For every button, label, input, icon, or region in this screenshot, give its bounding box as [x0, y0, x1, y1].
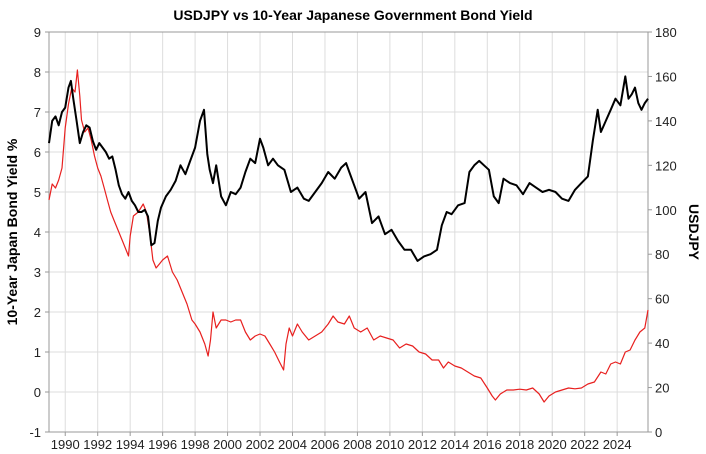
series-layer	[48, 69, 649, 403]
x-tick-label: 2008	[343, 437, 372, 452]
series-line-jgb-yield	[48, 69, 649, 403]
x-tick-label: 2014	[440, 437, 469, 452]
x-tick-label: 1990	[51, 437, 80, 452]
y-left-tick-label: -1	[29, 425, 41, 440]
x-tick-label: 2022	[570, 437, 599, 452]
x-tick-label: 2004	[278, 437, 307, 452]
x-tick-label: 2010	[375, 437, 404, 452]
x-tick-label: 2002	[246, 437, 275, 452]
series-line-usdjpy	[48, 75, 649, 262]
x-tick-label: 2006	[311, 437, 340, 452]
y-left-tick-label: 5	[34, 185, 41, 200]
y-axis-right: 0 20 40 60 80 100 120 140 160 180	[648, 25, 677, 440]
x-tick-label: 1992	[83, 437, 112, 452]
x-tick-label: 2000	[213, 437, 242, 452]
y-right-tick-label: 160	[655, 69, 677, 84]
x-tick-label: 1996	[148, 437, 177, 452]
y-left-tick-label: 3	[34, 265, 41, 280]
y-left-tick-label: 8	[34, 65, 41, 80]
y-axis-left: -1 0 1 2 3 4 5 6 7 8 9	[29, 25, 49, 440]
y-right-tick-label: 60	[655, 292, 669, 307]
y-right-tick-label: 180	[655, 25, 677, 40]
y-axis-left-title: 10-Year Japan Bond Yield %	[4, 138, 20, 325]
chart-title: USDJPY vs 10-Year Japanese Government Bo…	[173, 7, 532, 23]
x-tick-label: 2018	[505, 437, 534, 452]
y-right-tick-label: 120	[655, 158, 677, 173]
x-tick-label: 2012	[408, 437, 437, 452]
y-left-tick-label: 6	[34, 145, 41, 160]
x-axis: 1990 1992 1994 1996 1998 2000 2002 2004 2006 2008…	[51, 432, 632, 452]
x-tick-label: 2016	[473, 437, 502, 452]
y-left-tick-label: 4	[34, 225, 41, 240]
x-tick-label: 2024	[603, 437, 632, 452]
grid	[49, 31, 648, 433]
y-left-tick-label: 1	[34, 345, 41, 360]
y-right-tick-label: 0	[655, 425, 662, 440]
y-left-tick-label: 2	[34, 305, 41, 320]
y-right-tick-label: 80	[655, 247, 669, 262]
y-right-tick-label: 100	[655, 203, 677, 218]
y-axis-right-title: USDJPY	[686, 204, 702, 261]
y-left-tick-label: 9	[34, 25, 41, 40]
y-right-tick-label: 140	[655, 114, 677, 129]
x-tick-label: 1998	[181, 437, 210, 452]
y-left-tick-label: 7	[34, 105, 41, 120]
y-right-tick-label: 40	[655, 336, 669, 351]
x-tick-label: 2020	[538, 437, 567, 452]
x-tick-label: 1994	[116, 437, 145, 452]
y-left-tick-label: 0	[34, 385, 41, 400]
y-right-tick-label: 20	[655, 381, 669, 396]
